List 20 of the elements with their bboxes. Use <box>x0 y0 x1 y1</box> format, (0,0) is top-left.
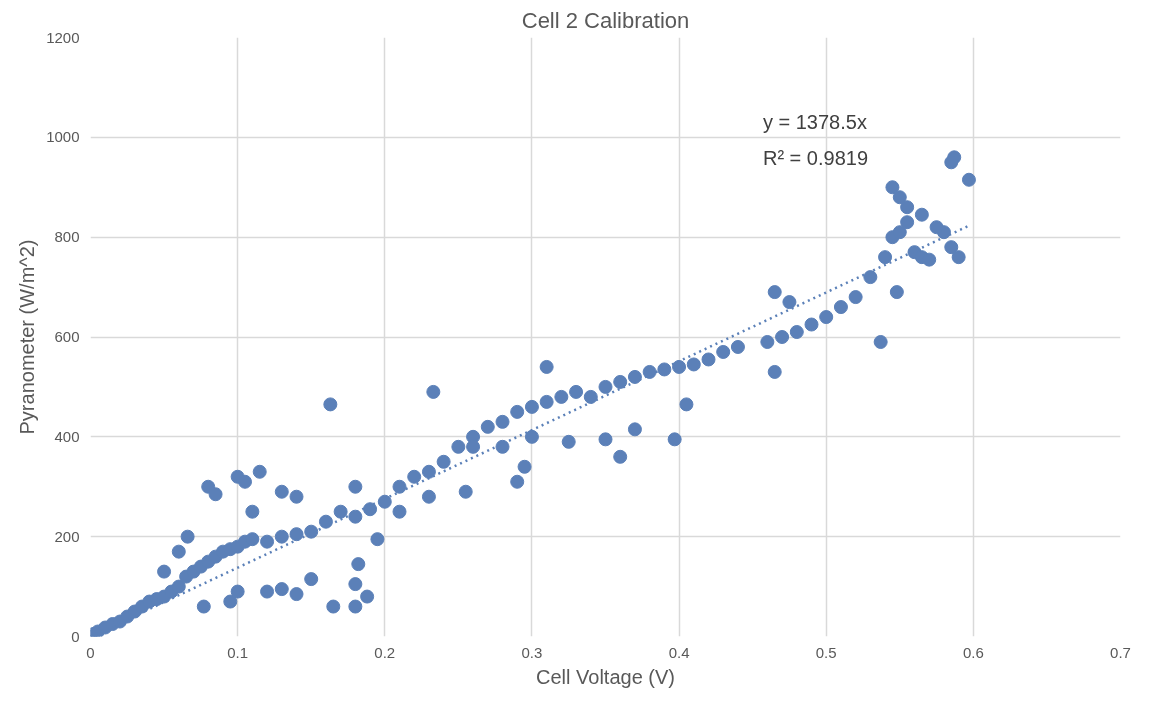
y-tick-label: 400 <box>54 427 80 445</box>
x-tick-label: 0.7 <box>1110 643 1131 661</box>
y-tick-label: 1200 <box>46 28 80 46</box>
x-tick-label: 0.3 <box>521 643 543 661</box>
x-tick-label: 0.2 <box>374 643 396 661</box>
annotation: R² = 0.9819 <box>762 147 869 170</box>
x-tick-label: 0.5 <box>815 643 837 661</box>
y-tick-label: 800 <box>54 228 80 246</box>
x-tick-label: 0.1 <box>227 643 249 661</box>
y-tick-label: 1000 <box>46 128 80 146</box>
y-tick-label: 200 <box>54 527 80 545</box>
chart-title: Cell 2 Calibration <box>521 7 690 33</box>
y-tick-label: 600 <box>54 328 80 345</box>
x-tick-label: 0.4 <box>668 643 690 661</box>
x-axis-title: Cell Voltage (V) <box>536 665 675 688</box>
x-tick-label: 0.6 <box>962 643 984 661</box>
y-axis-title: Pyranometer (W/m^2) <box>16 239 39 435</box>
y-tick-label: 0 <box>71 627 80 645</box>
x-tick-label: 0 <box>86 643 95 661</box>
annotation: y = 1378.5x <box>762 111 867 134</box>
